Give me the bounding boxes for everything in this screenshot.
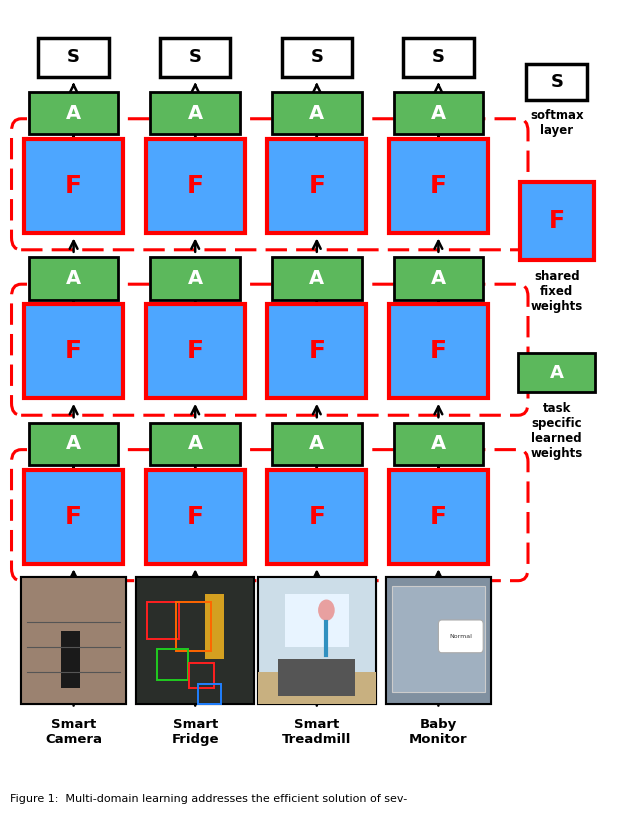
Bar bbox=[268, 139, 366, 233]
Bar bbox=[150, 423, 240, 465]
Bar bbox=[29, 92, 118, 134]
Bar bbox=[282, 38, 352, 77]
Text: A: A bbox=[550, 364, 564, 382]
Bar bbox=[189, 663, 214, 688]
Text: S: S bbox=[189, 48, 202, 66]
Bar bbox=[403, 38, 474, 77]
Bar bbox=[136, 577, 254, 704]
Text: F: F bbox=[430, 174, 447, 198]
Bar bbox=[385, 577, 492, 704]
Text: F: F bbox=[187, 174, 204, 198]
Text: F: F bbox=[430, 505, 447, 529]
Text: F: F bbox=[308, 505, 325, 529]
Text: A: A bbox=[188, 269, 203, 288]
Bar bbox=[157, 649, 188, 680]
Text: F: F bbox=[548, 209, 565, 233]
Bar bbox=[38, 38, 109, 77]
Polygon shape bbox=[61, 631, 80, 688]
Bar bbox=[24, 470, 123, 563]
Bar bbox=[272, 257, 362, 300]
Text: F: F bbox=[65, 339, 82, 364]
Text: A: A bbox=[66, 269, 81, 288]
Bar bbox=[389, 139, 488, 233]
Bar bbox=[518, 353, 595, 392]
Text: A: A bbox=[309, 103, 324, 123]
Bar bbox=[147, 602, 179, 639]
Bar bbox=[285, 594, 349, 647]
Bar bbox=[257, 577, 376, 704]
Text: F: F bbox=[187, 339, 204, 364]
FancyBboxPatch shape bbox=[438, 620, 483, 653]
Bar bbox=[394, 423, 483, 465]
Text: S: S bbox=[310, 48, 323, 66]
Bar bbox=[24, 305, 123, 399]
Text: S: S bbox=[550, 73, 563, 91]
Bar bbox=[136, 577, 254, 704]
Text: F: F bbox=[308, 174, 325, 198]
Bar bbox=[272, 423, 362, 465]
Bar bbox=[146, 305, 244, 399]
Bar bbox=[150, 257, 240, 300]
Text: F: F bbox=[65, 174, 82, 198]
Text: Smart
Camera: Smart Camera bbox=[45, 718, 102, 746]
Bar bbox=[29, 257, 118, 300]
Bar bbox=[385, 577, 492, 704]
Bar bbox=[389, 305, 488, 399]
Bar bbox=[150, 92, 240, 134]
Text: A: A bbox=[431, 103, 446, 123]
Bar bbox=[176, 602, 211, 651]
Bar bbox=[198, 684, 221, 704]
Bar bbox=[20, 577, 127, 704]
Text: Figure 1:  Multi-domain learning addresses the efficient solution of sev-: Figure 1: Multi-domain learning addresse… bbox=[10, 794, 407, 804]
Text: A: A bbox=[66, 434, 81, 454]
Text: Smart
Fridge: Smart Fridge bbox=[172, 718, 219, 746]
Bar bbox=[392, 586, 485, 692]
Text: A: A bbox=[431, 434, 446, 454]
Circle shape bbox=[318, 600, 335, 621]
Bar bbox=[268, 470, 366, 563]
Bar bbox=[389, 470, 488, 563]
Text: A: A bbox=[431, 269, 446, 288]
Text: F: F bbox=[430, 339, 447, 364]
Bar bbox=[160, 38, 230, 77]
Text: A: A bbox=[188, 434, 203, 454]
Text: A: A bbox=[309, 269, 324, 288]
Text: A: A bbox=[309, 434, 324, 454]
Bar bbox=[146, 470, 244, 563]
Bar bbox=[272, 92, 362, 134]
Text: A: A bbox=[188, 103, 203, 123]
Text: Baby
Monitor: Baby Monitor bbox=[409, 718, 468, 746]
Text: F: F bbox=[65, 505, 82, 529]
Bar bbox=[205, 594, 224, 659]
Bar bbox=[20, 577, 127, 704]
Text: S: S bbox=[67, 48, 80, 66]
Bar bbox=[278, 659, 355, 696]
Bar bbox=[394, 257, 483, 300]
Bar bbox=[520, 183, 594, 260]
Text: S: S bbox=[432, 48, 445, 66]
Bar bbox=[268, 305, 366, 399]
Text: Smart
Treadmill: Smart Treadmill bbox=[282, 718, 351, 746]
Text: task
specific
learned
weights: task specific learned weights bbox=[531, 402, 583, 460]
Text: softmax
layer: softmax layer bbox=[530, 109, 584, 138]
Bar bbox=[24, 139, 123, 233]
Bar bbox=[257, 577, 376, 704]
Text: F: F bbox=[308, 339, 325, 364]
Bar bbox=[257, 672, 376, 704]
Bar bbox=[29, 423, 118, 465]
Text: A: A bbox=[66, 103, 81, 123]
Bar bbox=[394, 92, 483, 134]
Bar bbox=[526, 64, 588, 99]
Text: Normal: Normal bbox=[449, 634, 472, 639]
Text: F: F bbox=[187, 505, 204, 529]
Text: shared
fixed
weights: shared fixed weights bbox=[531, 270, 583, 313]
Bar bbox=[146, 139, 244, 233]
